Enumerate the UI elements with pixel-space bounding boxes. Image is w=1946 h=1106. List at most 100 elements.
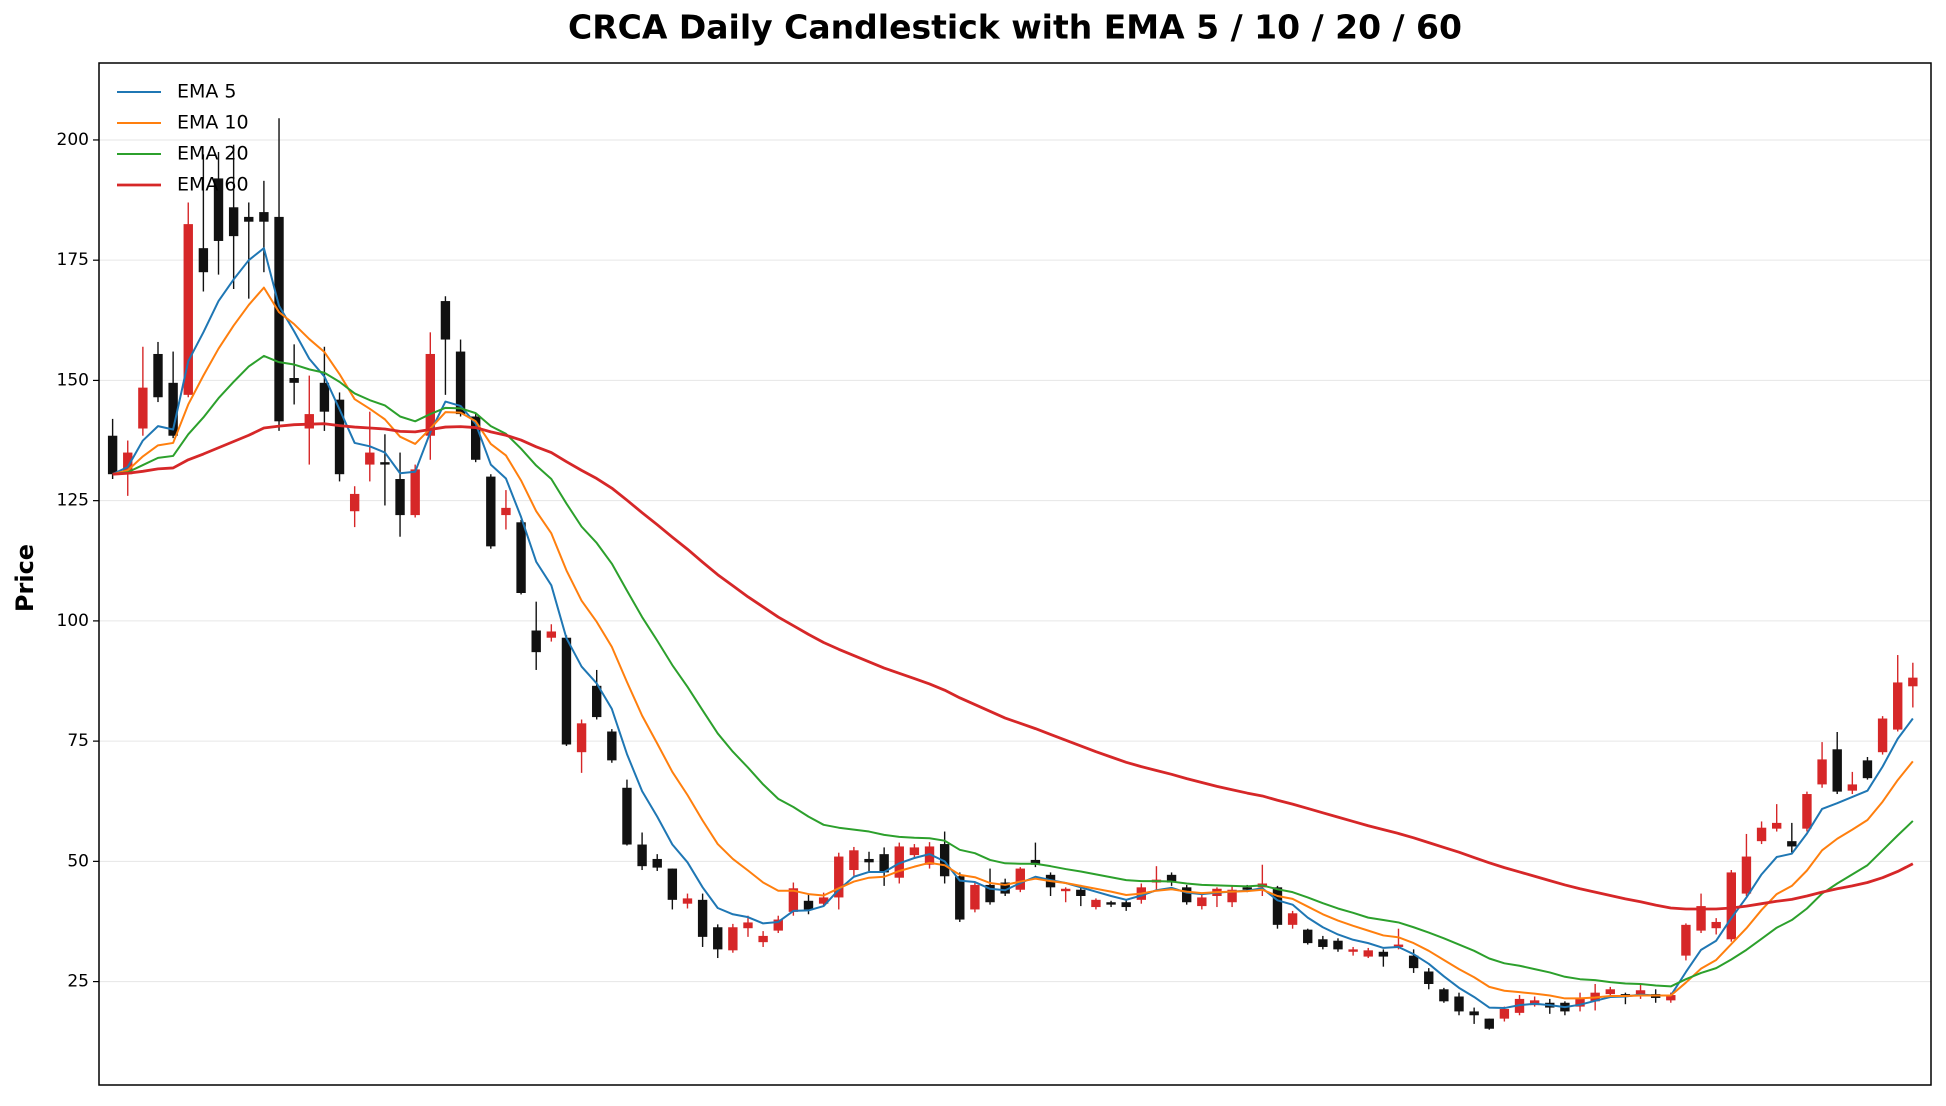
candle-body bbox=[228, 207, 239, 237]
candle-body bbox=[1378, 951, 1389, 957]
legend-label: EMA 60 bbox=[177, 174, 249, 196]
candle-body bbox=[1696, 906, 1706, 931]
candle-body bbox=[622, 787, 632, 845]
candle-body bbox=[879, 854, 889, 873]
candle-body bbox=[395, 479, 405, 516]
y-tick-label: 150 bbox=[57, 370, 89, 390]
candle-body bbox=[289, 378, 299, 383]
candle-body bbox=[1711, 921, 1721, 929]
candle-body bbox=[425, 353, 435, 436]
candle-body bbox=[1060, 888, 1071, 892]
candle-body bbox=[1817, 759, 1827, 785]
candle-body bbox=[470, 416, 481, 460]
candle-body bbox=[1106, 902, 1116, 905]
candle-body bbox=[758, 935, 768, 943]
legend-label: EMA 5 bbox=[177, 81, 237, 103]
candle-body bbox=[501, 507, 511, 516]
candle-body bbox=[1666, 995, 1676, 1001]
candle-body bbox=[1787, 841, 1797, 847]
candle-body bbox=[803, 900, 814, 910]
candle-body bbox=[1408, 955, 1419, 969]
candle-body bbox=[561, 637, 572, 745]
candle-body bbox=[198, 248, 209, 273]
candle-body bbox=[1832, 749, 1842, 792]
candle-body bbox=[955, 876, 965, 920]
candle-body bbox=[410, 469, 420, 516]
candle-body bbox=[1015, 868, 1025, 890]
candle-body bbox=[213, 178, 224, 241]
candle-body bbox=[1424, 971, 1434, 985]
candle-body bbox=[486, 476, 496, 547]
candle-body bbox=[1091, 899, 1101, 908]
y-tick-label: 200 bbox=[57, 130, 89, 150]
candle-body bbox=[1182, 887, 1192, 903]
candle-body bbox=[1908, 677, 1918, 687]
candle-body bbox=[1318, 939, 1328, 947]
candle-body bbox=[1287, 913, 1298, 925]
candle-body bbox=[773, 919, 783, 931]
candle-body bbox=[818, 897, 829, 904]
y-tick-label: 25 bbox=[67, 972, 89, 992]
candle-body bbox=[319, 382, 330, 412]
candle-body bbox=[168, 382, 178, 436]
ema-line bbox=[112, 422, 1914, 911]
candle-body bbox=[1030, 859, 1041, 865]
candle-body bbox=[546, 631, 557, 638]
candle-body bbox=[1605, 989, 1615, 995]
candle-body bbox=[909, 847, 920, 856]
candle-body bbox=[123, 452, 133, 475]
candle-body bbox=[1121, 902, 1131, 908]
candle-body bbox=[1893, 682, 1903, 730]
candle-body bbox=[349, 493, 360, 512]
candle-body bbox=[1166, 874, 1177, 883]
candle-body bbox=[1469, 1011, 1479, 1016]
candle-body bbox=[894, 846, 904, 878]
candle-body bbox=[516, 522, 526, 593]
chart-title: CRCA Daily Candlestick with EMA 5 / 10 /… bbox=[568, 8, 1462, 47]
candle-body bbox=[1635, 990, 1646, 995]
plot-frame bbox=[98, 62, 1932, 1086]
candle-body bbox=[531, 630, 541, 653]
candle-body bbox=[743, 922, 753, 929]
candle-body bbox=[713, 927, 723, 950]
candle-body bbox=[1439, 989, 1449, 1002]
candle-body bbox=[697, 899, 708, 937]
candle-body bbox=[1454, 996, 1464, 1012]
candle-body bbox=[637, 844, 647, 867]
y-tick-label: 175 bbox=[57, 250, 89, 270]
y-axis-label: Price bbox=[11, 544, 39, 612]
candle-body bbox=[1227, 889, 1237, 903]
candle-body bbox=[1363, 950, 1373, 957]
candle-body bbox=[365, 452, 375, 465]
candle-body bbox=[440, 301, 451, 340]
candle-body bbox=[304, 414, 314, 429]
candle-body bbox=[153, 353, 163, 398]
candle-body bbox=[1862, 760, 1873, 779]
candle-body bbox=[864, 858, 874, 863]
y-tick-label: 100 bbox=[57, 611, 89, 631]
candle-body bbox=[1726, 872, 1737, 940]
candle-body bbox=[1242, 887, 1252, 890]
candle-body bbox=[455, 351, 466, 415]
ema-line bbox=[112, 247, 1914, 1010]
ema-line bbox=[112, 286, 1914, 1000]
plot-marks bbox=[107, 118, 1918, 1030]
candle-body bbox=[244, 216, 254, 222]
y-tick-label: 75 bbox=[67, 731, 89, 751]
y-tick-label: 125 bbox=[57, 491, 89, 511]
candle-body bbox=[1484, 1018, 1494, 1029]
candle-body bbox=[183, 224, 193, 395]
candle-body bbox=[682, 898, 693, 904]
candle-body bbox=[1575, 998, 1585, 1007]
candle-body bbox=[1393, 944, 1404, 947]
candle-body bbox=[1772, 822, 1782, 829]
candle-body bbox=[1000, 882, 1010, 894]
ema-line bbox=[112, 354, 1914, 988]
y-tick-label: 50 bbox=[67, 851, 89, 871]
candle-body bbox=[138, 387, 148, 429]
candle-body bbox=[939, 844, 950, 877]
candle-body bbox=[1303, 929, 1313, 944]
candle-body bbox=[380, 462, 390, 465]
candle-body bbox=[1272, 887, 1283, 925]
